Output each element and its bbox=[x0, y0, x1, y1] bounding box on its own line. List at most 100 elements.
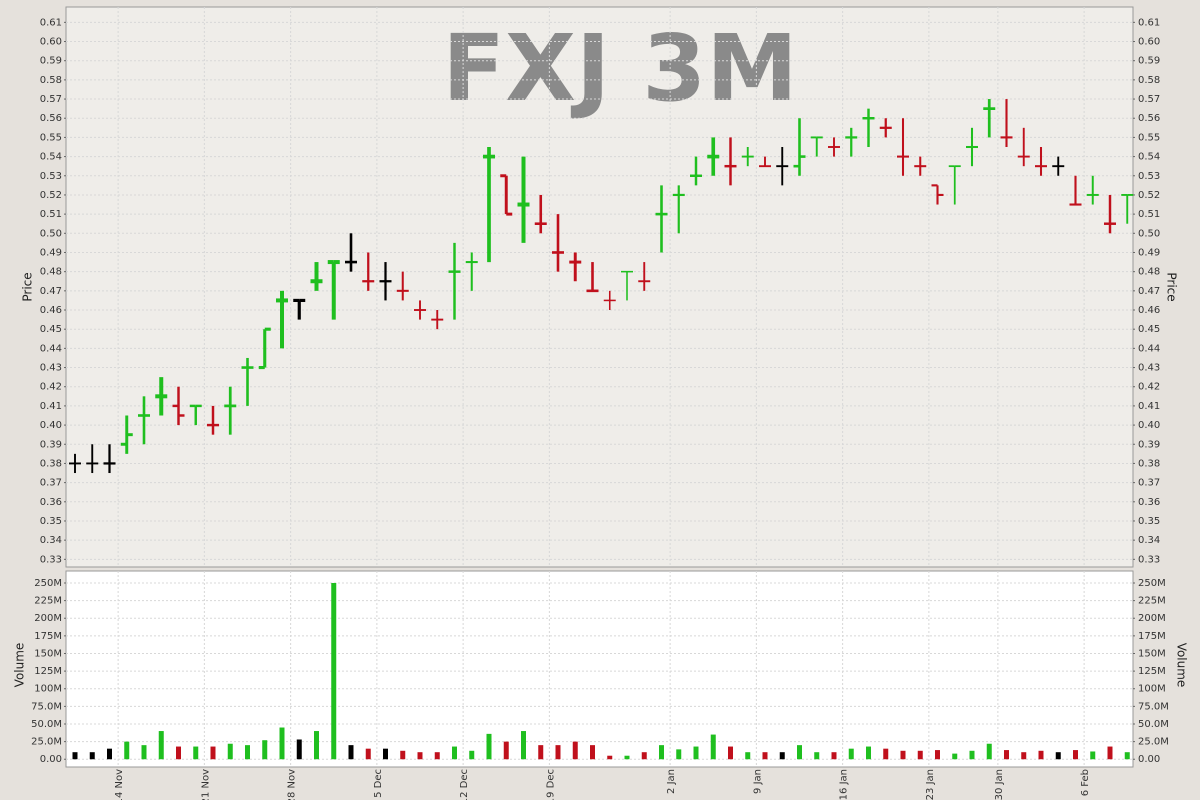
volume-bar bbox=[193, 746, 199, 760]
y-tick-label: 0.46 bbox=[40, 305, 62, 316]
y-tick-label: 0.61 bbox=[1138, 17, 1160, 28]
volume-bar bbox=[227, 743, 233, 760]
volume-bar bbox=[590, 745, 595, 760]
chart-title: FXJ 3M bbox=[442, 15, 798, 122]
volume-bar bbox=[986, 743, 992, 760]
y-tick-label: 0.35 bbox=[1138, 516, 1160, 527]
x-tick-label: 23 Jan bbox=[925, 769, 936, 800]
y-tick-label: 0.57 bbox=[1138, 94, 1160, 105]
volume-bar bbox=[262, 740, 268, 760]
volume-bar bbox=[72, 752, 78, 760]
volume-bar bbox=[745, 752, 751, 760]
x-tick-label: 16 Jan bbox=[839, 769, 850, 800]
x-tick-label: 21 Nov bbox=[200, 769, 211, 800]
y-tick-label: 0.37 bbox=[40, 478, 62, 489]
y-tick-label: 0.56 bbox=[1138, 113, 1160, 124]
y-tick-label: 225M bbox=[1138, 596, 1166, 607]
volume-bar bbox=[1124, 752, 1130, 760]
y-tick-label: 175M bbox=[34, 631, 62, 642]
y-tick-label: 0.55 bbox=[40, 132, 62, 143]
volume-bar bbox=[1021, 752, 1027, 760]
y-tick-label: 0.56 bbox=[40, 113, 62, 124]
volume-bar bbox=[434, 752, 440, 760]
y-tick-label: 0.46 bbox=[1138, 305, 1160, 316]
volume-bar bbox=[797, 745, 802, 760]
volume-bar bbox=[555, 745, 561, 760]
y-tick-label: 0.57 bbox=[40, 94, 62, 105]
volume-bar bbox=[624, 755, 630, 760]
y-tick-label: 0.52 bbox=[1138, 190, 1160, 201]
volume-bar bbox=[400, 750, 406, 760]
y-tick-label: 175M bbox=[1138, 631, 1166, 642]
y-tick-label: 0.41 bbox=[1138, 401, 1160, 412]
volume-bar bbox=[348, 745, 354, 760]
y-axis-title: Price bbox=[1165, 272, 1179, 301]
volume-bar bbox=[952, 753, 958, 760]
y-tick-label: 0.34 bbox=[1138, 535, 1160, 546]
volume-bar bbox=[1038, 750, 1044, 760]
y-tick-label: 250M bbox=[34, 578, 62, 589]
y-tick-label: 0.59 bbox=[1138, 56, 1160, 67]
y-tick-label: 0.58 bbox=[40, 75, 62, 86]
volume-bar bbox=[935, 750, 940, 760]
y-tick-label: 0.58 bbox=[1138, 75, 1160, 86]
volume-bar bbox=[1073, 750, 1078, 760]
y-tick-label: 0.38 bbox=[1138, 458, 1160, 469]
y-tick-label: 100M bbox=[34, 684, 62, 695]
volume-bar bbox=[365, 748, 371, 760]
y-tick-label: 250M bbox=[1138, 578, 1166, 589]
volume-bar bbox=[107, 748, 112, 760]
volume-bar bbox=[641, 752, 647, 760]
y-tick-label: 0.53 bbox=[40, 171, 62, 182]
y-tick-label: 0.55 bbox=[1138, 132, 1160, 143]
y-tick-label: 0.33 bbox=[1138, 554, 1160, 565]
y-tick-label: 0.50 bbox=[1138, 228, 1160, 239]
x-tick-label: 19 Dec bbox=[545, 769, 556, 800]
volume-bar bbox=[900, 750, 906, 760]
y-tick-label: 0.40 bbox=[40, 420, 62, 431]
y-tick-label: 0.42 bbox=[40, 382, 62, 393]
y-tick-label: 25.0M bbox=[1138, 737, 1169, 748]
y-tick-label: 200M bbox=[34, 613, 62, 624]
y-tick-label: 0.39 bbox=[40, 439, 62, 450]
volume-bar bbox=[141, 745, 147, 760]
y-tick-label: 0.40 bbox=[1138, 420, 1160, 431]
volume-bar bbox=[1004, 750, 1009, 760]
y-tick-label: 150M bbox=[34, 648, 62, 659]
volume-bar bbox=[89, 752, 95, 760]
y-tick-label: 0.39 bbox=[1138, 439, 1160, 450]
y-axis-title: Volume bbox=[13, 643, 27, 688]
volume-bar bbox=[1055, 752, 1061, 760]
volume-bar bbox=[279, 727, 285, 760]
volume-bar bbox=[331, 582, 337, 760]
y-tick-label: 100M bbox=[1138, 684, 1166, 695]
volume-bar bbox=[210, 746, 216, 760]
volume-bar bbox=[1107, 746, 1113, 760]
price-panel bbox=[65, 6, 1134, 568]
volume-bar bbox=[469, 750, 475, 760]
y-tick-label: 150M bbox=[1138, 648, 1166, 659]
volume-bar bbox=[728, 746, 733, 760]
volume-bar bbox=[814, 752, 820, 760]
y-tick-label: 0.37 bbox=[1138, 478, 1160, 489]
y-tick-label: 0.44 bbox=[40, 343, 62, 354]
volume-bar bbox=[383, 748, 388, 760]
y-tick-label: 200M bbox=[1138, 613, 1166, 624]
y-tick-label: 50.0M bbox=[31, 719, 62, 730]
volume-bar bbox=[158, 731, 164, 760]
y-tick-label: 0.33 bbox=[40, 554, 62, 565]
x-tick-label: 9 Jan bbox=[752, 769, 763, 794]
y-tick-label: 0.50 bbox=[40, 228, 62, 239]
volume-bar bbox=[676, 749, 682, 760]
x-tick-label: 14 Nov bbox=[114, 769, 125, 800]
volume-bar bbox=[176, 746, 181, 760]
volume-bar bbox=[779, 752, 785, 760]
volume-bar bbox=[883, 748, 889, 760]
volume-bar bbox=[572, 741, 578, 760]
y-tick-label: 0.49 bbox=[40, 247, 62, 258]
volume-bar bbox=[296, 739, 302, 760]
x-tick-label: 6 Feb bbox=[1080, 769, 1091, 796]
volume-bar bbox=[710, 734, 716, 760]
